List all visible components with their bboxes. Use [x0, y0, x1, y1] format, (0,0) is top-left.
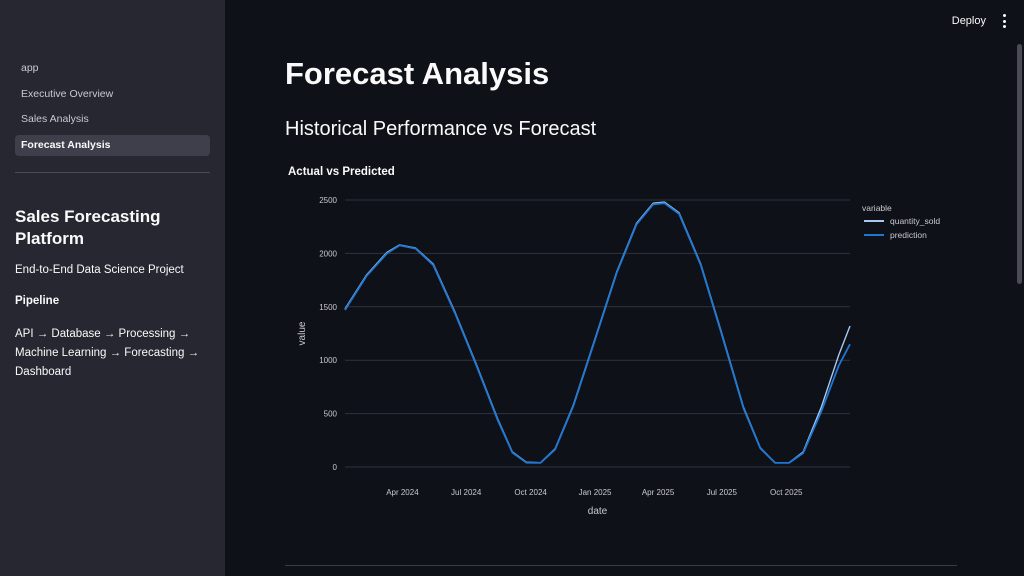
- x-tick-label: Apr 2024: [386, 488, 419, 497]
- section-title: Historical Performance vs Forecast: [285, 118, 597, 140]
- y-axis-label: value: [297, 321, 308, 345]
- x-tick-label: Jan 2025: [579, 488, 612, 497]
- x-tick-label: Jul 2025: [707, 488, 738, 497]
- sidebar-item-app[interactable]: app: [21, 62, 39, 74]
- x-axis-label: date: [588, 506, 608, 517]
- sidebar-item-sales-analysis[interactable]: Sales Analysis: [21, 113, 89, 125]
- series-line-prediction: [344, 202, 851, 464]
- page-title: Forecast Analysis: [285, 56, 550, 91]
- pipeline-heading: Pipeline: [15, 295, 60, 307]
- legend-entry: prediction: [890, 230, 927, 240]
- section-divider: [285, 565, 957, 566]
- x-tick-label: Oct 2025: [770, 488, 803, 497]
- legend-entry: quantity_sold: [890, 216, 940, 226]
- x-tick-label: Jul 2024: [451, 488, 482, 497]
- x-tick-label: Apr 2025: [642, 488, 675, 497]
- sidebar-subtitle: End-to-End Data Science Project: [15, 264, 184, 276]
- y-tick-label: 1000: [319, 356, 337, 365]
- forecast-line-chart: 0 500 1000 1500 2000 2500 Apr 2024 Jul 2024 Oct …: [297, 196, 940, 517]
- scrollbar[interactable]: [1017, 44, 1022, 284]
- y-tick-label: 2000: [319, 249, 337, 258]
- sidebar-item-executive-overview[interactable]: Executive Overview: [21, 87, 114, 100]
- x-tick-label: Oct 2024: [514, 488, 547, 497]
- y-tick-label: 2500: [319, 196, 337, 205]
- pipeline-text: API → Database → Processing → Machine Le…: [15, 328, 200, 378]
- y-tick-label: 0: [333, 463, 338, 472]
- sidebar-title: Sales Forecasting Platform: [15, 207, 161, 248]
- y-tick-label: 1500: [319, 303, 337, 312]
- deploy-button[interactable]: Deploy: [951, 15, 986, 27]
- legend-title: variable: [862, 203, 892, 213]
- sidebar: app Executive Overview Sales Analysis Fo…: [0, 0, 225, 576]
- chart-title: Actual vs Predicted: [288, 166, 395, 178]
- header-toolbar: Deploy: [952, 14, 1008, 28]
- sidebar-nav: app Executive Overview Sales Analysis Fo…: [15, 58, 210, 160]
- more-options-icon[interactable]: [1000, 14, 1008, 28]
- sidebar-item-forecast-analysis[interactable]: Forecast Analysis: [15, 134, 210, 156]
- sidebar-divider: [15, 172, 210, 173]
- y-tick-label: 500: [324, 410, 338, 419]
